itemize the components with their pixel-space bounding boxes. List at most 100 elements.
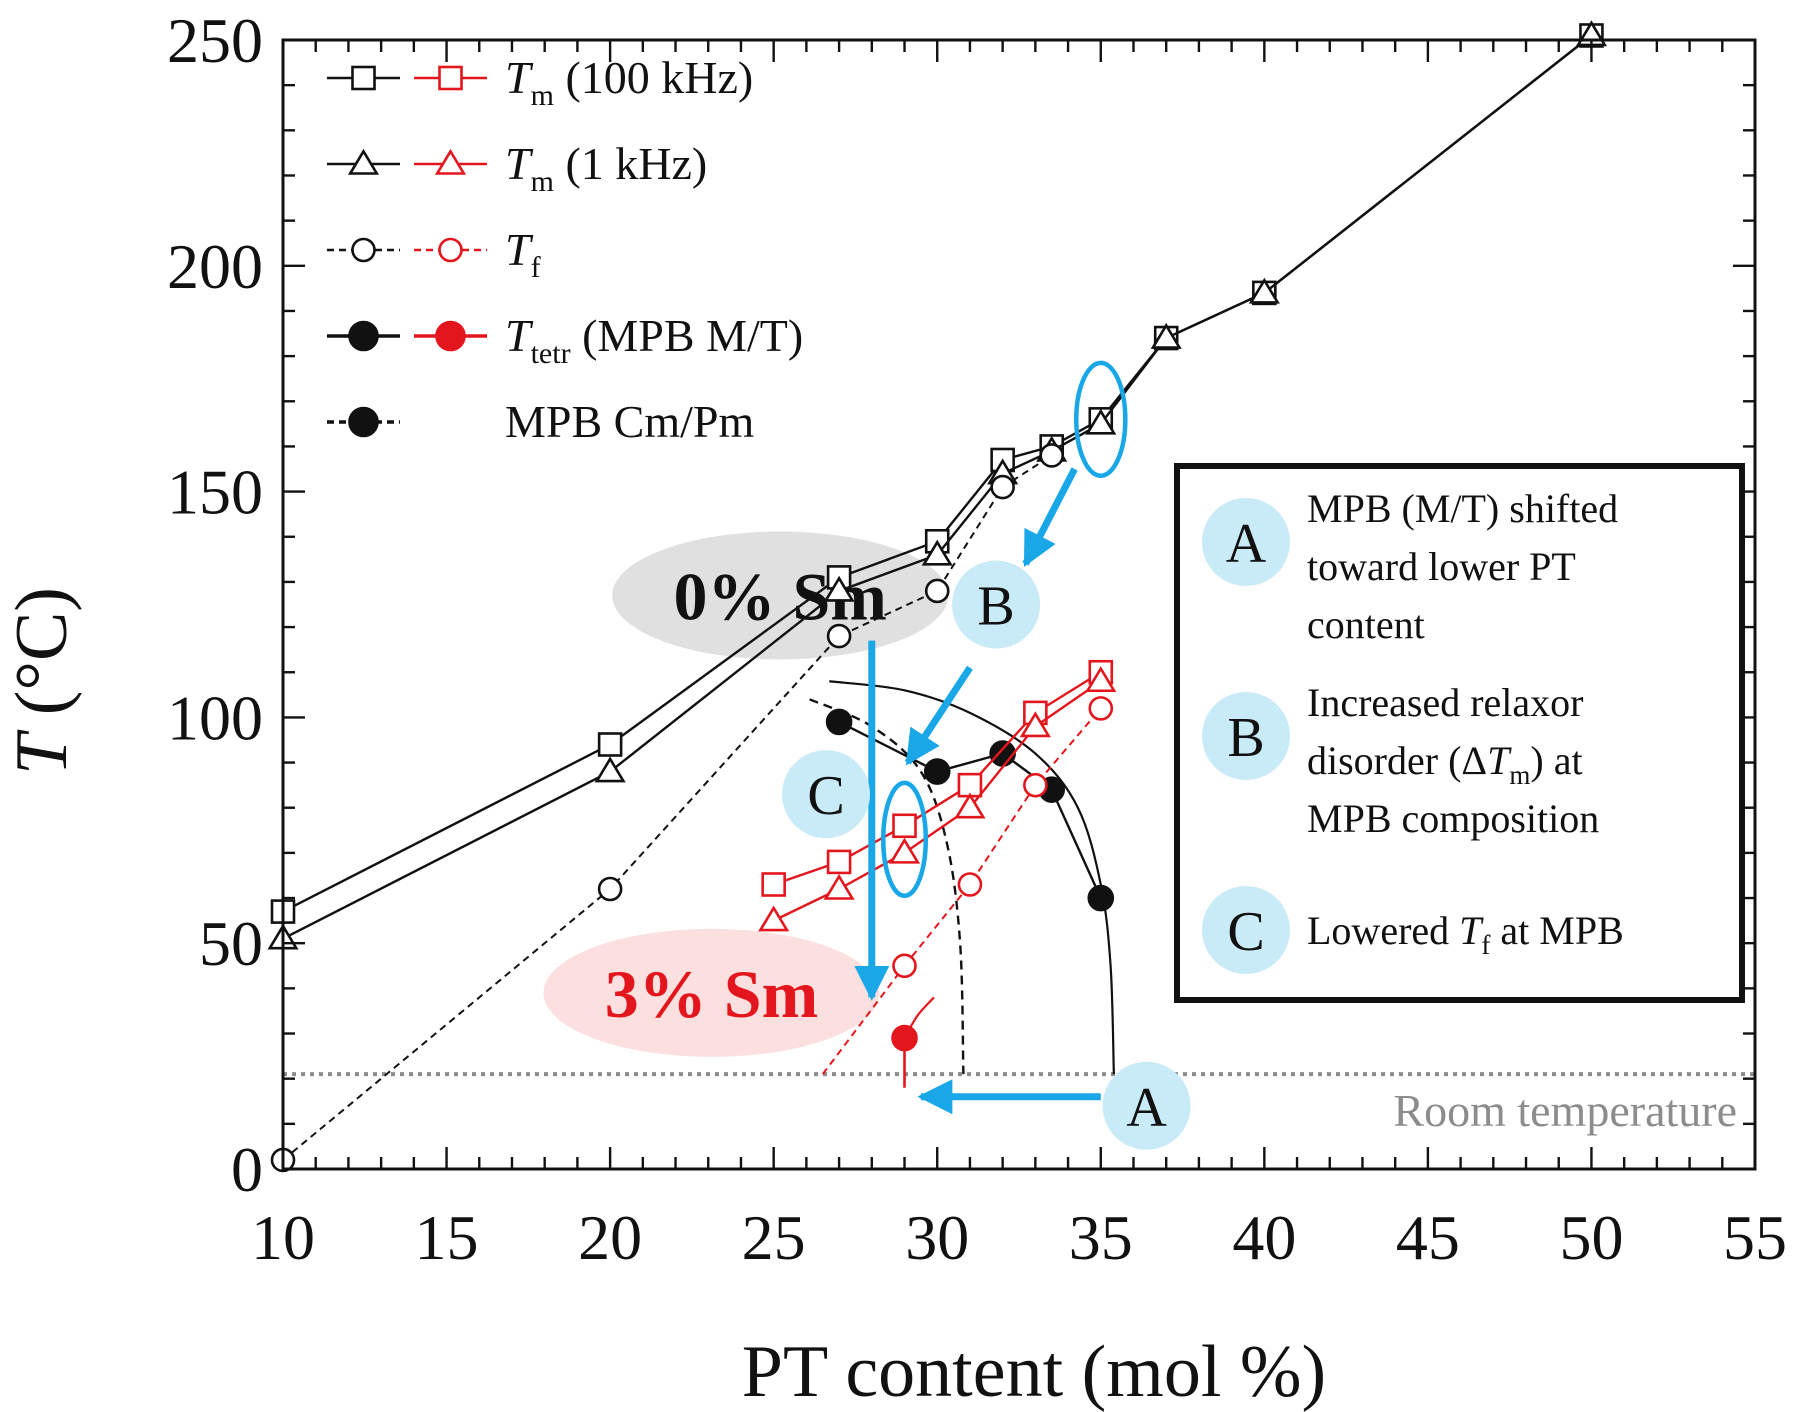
room-temperature-label: Room temperature (1393, 1085, 1737, 1136)
series-line-tf_black (282, 454, 1053, 1161)
point-tm1k_red-3 (954, 792, 986, 819)
badge-B (952, 560, 1041, 649)
info-segment: Increased relaxor (1307, 680, 1583, 725)
point-tf_black-3 (924, 578, 950, 604)
point-tm1k_black-8 (1248, 277, 1280, 304)
y-tick-label-3: 150 (167, 457, 263, 528)
point-tm1k_red-0 (758, 905, 790, 932)
extra-arrow-0 (904, 665, 973, 766)
info-line-1-1: disorder (ΔTm) at (1307, 738, 1583, 790)
point-tf_red-2 (1023, 772, 1048, 798)
point-ttetr_black-0 (825, 708, 853, 736)
info-segment: toward lower PT (1307, 544, 1576, 589)
point-tm1k_black-6 (1085, 408, 1117, 435)
x-tick-label-5: 35 (1069, 1202, 1133, 1273)
legend-subscript: m (531, 79, 554, 112)
info-badge-B (1202, 692, 1290, 780)
point-ttetr_black-4 (1087, 884, 1115, 912)
x-tick-label-0: 10 (251, 1202, 315, 1273)
legend-marker-0-1 (438, 65, 463, 91)
series-line-tf_red (903, 707, 1102, 967)
point-ttetr_black-2 (989, 740, 1016, 767)
info-segment: at MPB (1490, 908, 1623, 953)
y-tick-label-0: 0 (231, 1134, 263, 1205)
legend-marker-2-0 (351, 237, 376, 263)
series-line-tm1k_black (282, 34, 1593, 940)
series-ttetr_black (825, 708, 1115, 912)
plot-frame (281, 38, 1757, 1171)
point-ttetr_red-0 (891, 1024, 918, 1052)
legend-symbol: T (505, 310, 534, 361)
point-tm100k_red-1 (826, 849, 852, 875)
highlight-ellipse-1 (880, 780, 929, 899)
point-tm1k_red-2 (888, 837, 921, 864)
legend-label-2: Tf (505, 224, 541, 284)
legend-rest: (1 kHz) (554, 138, 707, 189)
legend-marker-1-0 (347, 148, 380, 175)
legend-label-4: MPB Cm/Pm (505, 396, 754, 447)
point-tf_red-1 (957, 872, 983, 897)
group-label-bg-1 (543, 928, 880, 1057)
legend-symbol: T (505, 52, 534, 103)
legend-symbol: T (505, 224, 534, 275)
data-series (267, 20, 1608, 1173)
legend-rest: (MPB M/T) (571, 310, 804, 361)
point-tm1k_black-1 (594, 756, 626, 783)
point-tf_red-3 (1088, 696, 1114, 721)
y-tick-label-5: 250 (167, 5, 263, 76)
badge-letter-A: A (1126, 1077, 1167, 1139)
legend-subscript: f (531, 251, 541, 284)
info-badge-letter-A: A (1226, 513, 1267, 575)
tf-red-extension (821, 965, 906, 1075)
info-segment: m (1509, 760, 1530, 790)
legend-subscript: m (531, 165, 554, 198)
point-tf_black-4 (990, 474, 1015, 500)
legend-marker-1-1 (434, 148, 467, 175)
annotation-arrow-B (1022, 467, 1078, 567)
point-tm1k_black-7 (1150, 322, 1182, 349)
legend-label-1: Tm (1 kHz) (505, 138, 707, 198)
y-tick-label-1: 50 (199, 908, 263, 979)
x-tick-label-1: 15 (415, 1202, 479, 1273)
point-tm1k_black-2 (823, 575, 855, 602)
info-row-1: B Increased relaxor disorder (ΔTm) at MPB c… (1202, 680, 1599, 841)
info-line-1-2: MPB composition (1307, 796, 1599, 841)
legend-subscript: tetr (531, 337, 571, 370)
legend-entry-4: MPB Cm/Pm (327, 396, 754, 447)
legend-entry-0: Tm (100 kHz) (327, 52, 753, 112)
point-tm1k_red-4 (1019, 711, 1051, 738)
point-tm1k_red-1 (823, 873, 855, 900)
info-segment: MPB composition (1307, 796, 1599, 841)
info-segment: disorder (Δ (1307, 738, 1487, 783)
badge-C (782, 750, 871, 839)
info-row-2: C Lowered Tf at MPB (1202, 886, 1624, 974)
point-tm100k_red-2 (892, 813, 917, 839)
info-badge-A (1202, 498, 1290, 586)
legend-marker-2-1 (438, 237, 463, 263)
legend-rest: MPB Cm/Pm (505, 396, 754, 447)
info-line-1-0: Increased relaxor (1307, 680, 1583, 725)
info-symbol: T (1459, 908, 1484, 953)
y-tick-label-2: 100 (167, 682, 263, 753)
point-tm1k_red-5 (1085, 666, 1117, 693)
y-axis-title-unit: (°C) (1, 587, 83, 734)
badge-letter-C: C (807, 765, 844, 827)
info-segment: f (1481, 930, 1490, 960)
legend-entry-3: Ttetr (MPB M/T) (327, 310, 803, 370)
x-tick-label-8: 50 (1559, 1202, 1623, 1273)
group-label-0: 0% Sm (673, 558, 886, 634)
x-axis-title: PT content (mol %) (742, 1331, 1326, 1412)
legend-entry-2: Tf (327, 224, 541, 284)
legend-marker-0-0 (351, 65, 376, 91)
info-line-0-0: MPB (M/T) shifted (1307, 486, 1618, 531)
info-line-2-0: Lowered Tf at MPB (1307, 908, 1624, 960)
info-badge-letter-B: B (1227, 707, 1264, 769)
series-tf_red (892, 696, 1114, 979)
series-ttetr_red (891, 1024, 918, 1052)
group-label-bg-0 (612, 531, 949, 660)
legend-rest: (100 kHz) (554, 52, 753, 103)
legend-entry-1: Tm (1 kHz) (327, 138, 707, 198)
info-badge-C (1202, 886, 1290, 974)
